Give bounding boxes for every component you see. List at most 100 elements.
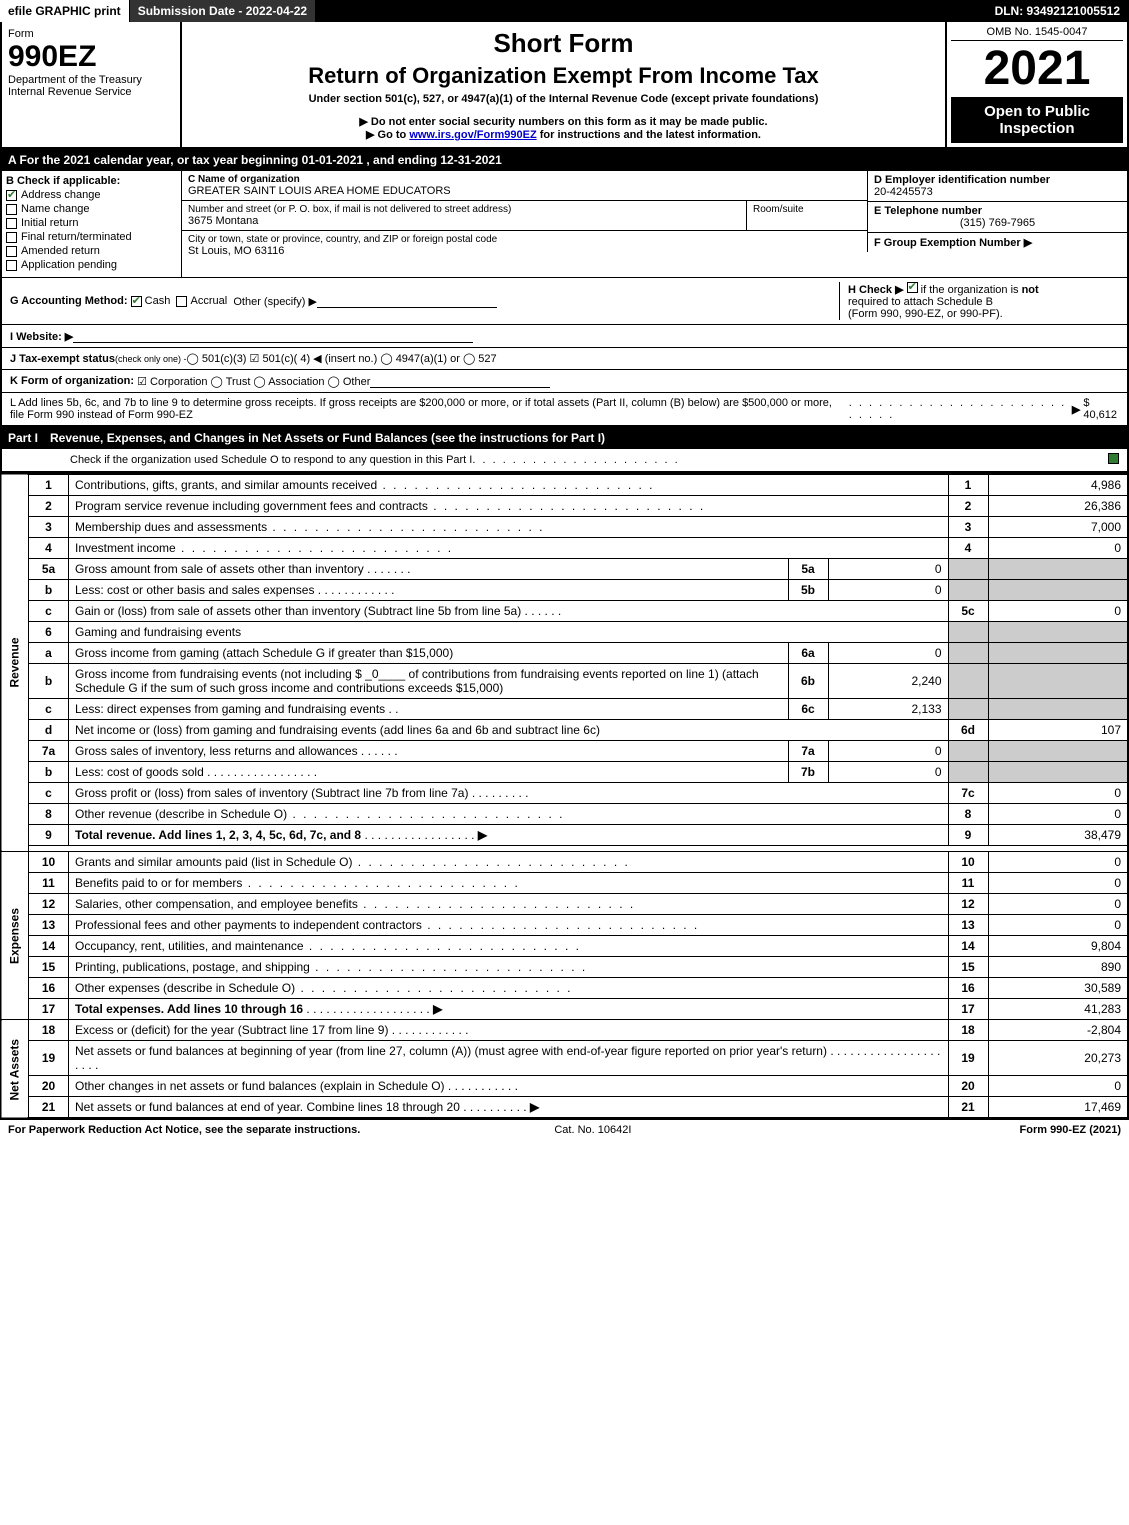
part1-check-text: Check if the organization used Schedule … (70, 454, 472, 466)
line-val: -2,804 (988, 1020, 1128, 1041)
sub-num: 5a (788, 559, 828, 580)
check-name-change[interactable]: Name change (6, 203, 177, 215)
line-val: 107 (988, 720, 1128, 741)
form-number: 990EZ (8, 40, 174, 74)
table-row: c Gain or (loss) from sale of assets oth… (1, 601, 1128, 622)
checkbox-icon (6, 218, 17, 229)
dept-irs: Internal Revenue Service (8, 86, 174, 98)
form-label: Form (8, 28, 174, 40)
line-num: 1 (29, 474, 69, 496)
checkbox-icon[interactable] (131, 296, 142, 307)
website-input[interactable] (73, 329, 473, 343)
line-desc: Net income or (loss) from gaming and fun… (69, 720, 949, 741)
h-suffix1: if the organization is (921, 284, 1022, 296)
irs-link[interactable]: www.irs.gov/Form990EZ (409, 129, 536, 141)
footer-right-suffix: (2021) (1086, 1124, 1121, 1136)
table-row: b Gross income from fundraising events (… (1, 664, 1128, 699)
checkbox-icon[interactable] (907, 282, 918, 293)
checkbox-icon (6, 232, 17, 243)
line-box: 12 (948, 894, 988, 915)
line-box: 11 (948, 873, 988, 894)
line-num: 16 (29, 978, 69, 999)
line-num: 10 (29, 852, 69, 873)
shaded-cell (988, 643, 1128, 664)
table-row: 12 Salaries, other compensation, and emp… (1, 894, 1128, 915)
efile-label[interactable]: efile GRAPHIC print (0, 0, 130, 22)
g-label: G Accounting Method: (10, 295, 128, 307)
k-options: ☑ Corporation ◯ Trust ◯ Association ◯ Ot… (137, 375, 370, 388)
shaded-cell (948, 622, 988, 643)
line-num: 9 (29, 825, 69, 846)
line-val: 17,469 (988, 1097, 1128, 1119)
short-form-title: Short Form (188, 28, 939, 59)
line-desc: Benefits paid to or for members (75, 876, 242, 890)
line-val: 41,283 (988, 999, 1128, 1020)
line-num: 6 (29, 622, 69, 643)
checkbox-icon (6, 260, 17, 271)
k-other-input[interactable] (370, 374, 550, 388)
check-application-pending[interactable]: Application pending (6, 259, 177, 271)
line-val: 0 (988, 852, 1128, 873)
line-val: 0 (988, 894, 1128, 915)
line-desc: Occupancy, rent, utilities, and maintena… (75, 939, 304, 953)
g-other-input[interactable] (317, 294, 497, 308)
check-address-change[interactable]: Address change (6, 189, 177, 201)
check-label: Initial return (21, 217, 78, 229)
shaded-cell (988, 580, 1128, 601)
arrow-icon: ▶ (478, 828, 487, 842)
shaded-cell (948, 664, 988, 699)
line-val: 20,273 (988, 1041, 1128, 1076)
check-final-return[interactable]: Final return/terminated (6, 231, 177, 243)
sub-num: 6c (788, 699, 828, 720)
city-value: St Louis, MO 63116 (188, 245, 861, 257)
sub-val: 2,240 (828, 664, 948, 699)
line-desc: Gain or (loss) from sale of assets other… (75, 604, 521, 618)
line-val: 0 (988, 538, 1128, 559)
h-label: H Check ▶ (848, 284, 904, 296)
table-row: 14 Occupancy, rent, utilities, and maint… (1, 936, 1128, 957)
checkbox-icon[interactable] (1108, 453, 1119, 464)
line-desc: Professional fees and other payments to … (75, 918, 422, 932)
table-row: 17 Total expenses. Add lines 10 through … (1, 999, 1128, 1020)
line-num: 4 (29, 538, 69, 559)
street-label: Number and street (or P. O. box, if mail… (188, 204, 740, 215)
shaded-cell (948, 559, 988, 580)
line-num: a (29, 643, 69, 664)
shaded-cell (948, 643, 988, 664)
top-bar: efile GRAPHIC print Submission Date - 20… (0, 0, 1129, 22)
info-row-bcd: B Check if applicable: Address change Na… (0, 171, 1129, 278)
arrow-icon: ▶ (530, 1100, 539, 1114)
city-label: City or town, state or province, country… (188, 234, 861, 245)
check-amended[interactable]: Amended return (6, 245, 177, 257)
line-desc: Grants and similar amounts paid (list in… (75, 855, 352, 869)
ein-label: D Employer identification number (874, 174, 1121, 186)
table-row: 5a Gross amount from sale of assets othe… (1, 559, 1128, 580)
k-label: K Form of organization: (10, 375, 134, 387)
line-box: 7c (948, 783, 988, 804)
part1-header: Part I Revenue, Expenses, and Changes in… (0, 427, 1129, 449)
line-val: 4,986 (988, 474, 1128, 496)
i-label: I Website: ▶ (10, 330, 73, 343)
line-num: c (29, 699, 69, 720)
line-desc: Program service revenue including govern… (75, 499, 428, 513)
line-desc: Gaming and fundraising events (69, 622, 949, 643)
line-box: 3 (948, 517, 988, 538)
check-label: Name change (21, 203, 90, 215)
netassets-vlabel: Net Assets (1, 1020, 29, 1119)
line-desc: Other revenue (describe in Schedule O) (75, 807, 287, 821)
line-desc: Gross income from gaming (attach Schedul… (69, 643, 789, 664)
line-num: b (29, 762, 69, 783)
line-val: 30,589 (988, 978, 1128, 999)
checkbox-icon[interactable] (176, 296, 187, 307)
line-desc: Excess or (deficit) for the year (Subtra… (75, 1023, 388, 1037)
org-name-label: C Name of organization (188, 174, 861, 185)
line-box: 13 (948, 915, 988, 936)
line-desc: Less: cost or other basis and sales expe… (75, 583, 314, 597)
line-num: 21 (29, 1097, 69, 1119)
sub-val: 0 (828, 762, 948, 783)
g-other: Other (specify) ▶ (233, 295, 317, 308)
shaded-cell (988, 559, 1128, 580)
check-initial-return[interactable]: Initial return (6, 217, 177, 229)
sub-val: 0 (828, 741, 948, 762)
table-row: Net Assets 18 Excess or (deficit) for th… (1, 1020, 1128, 1041)
